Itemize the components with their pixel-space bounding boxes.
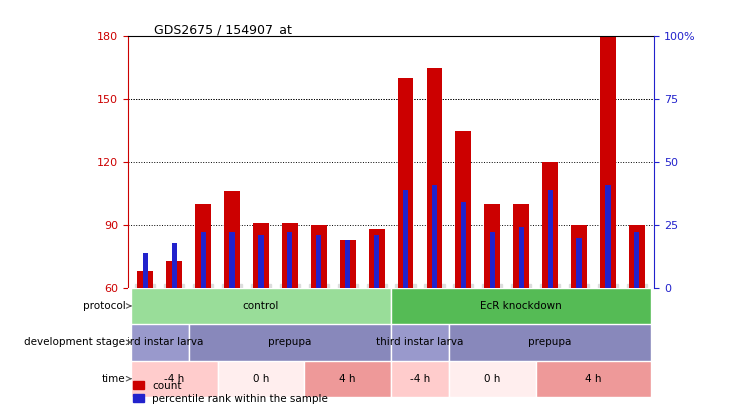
Bar [571, 225, 587, 288]
Bar [143, 253, 148, 288]
Bar [449, 360, 536, 397]
Bar [449, 324, 651, 360]
Text: prepupa: prepupa [268, 337, 311, 347]
Bar [391, 360, 449, 397]
Bar [131, 324, 189, 360]
Bar [629, 225, 645, 288]
Text: third instar larva: third instar larva [376, 337, 463, 347]
Text: -4 h: -4 h [410, 374, 430, 384]
Bar [605, 185, 610, 288]
Text: 0 h: 0 h [253, 374, 269, 384]
Bar [513, 204, 529, 288]
Text: GDS2675 / 154907_at: GDS2675 / 154907_at [154, 23, 292, 36]
Bar [461, 202, 466, 288]
Bar [282, 223, 298, 288]
Bar [317, 235, 322, 288]
Bar [218, 360, 304, 397]
Bar [345, 240, 350, 288]
Bar [137, 271, 154, 288]
Text: control: control [243, 301, 279, 311]
Bar [391, 288, 651, 324]
Bar [340, 240, 356, 288]
Bar [131, 288, 391, 324]
Text: development stage: development stage [24, 337, 125, 347]
Text: 0 h: 0 h [484, 374, 501, 384]
Text: 4 h: 4 h [339, 374, 356, 384]
Bar [432, 185, 437, 288]
Legend: count, percentile rank within the sample: count, percentile rank within the sample [133, 381, 327, 404]
Bar [304, 360, 391, 397]
Bar [368, 229, 385, 288]
Bar [253, 223, 269, 288]
Bar [426, 68, 442, 288]
Text: prepupa: prepupa [529, 337, 572, 347]
Bar [485, 204, 500, 288]
Bar [311, 225, 327, 288]
Bar [374, 235, 379, 288]
Text: 4 h: 4 h [586, 374, 602, 384]
Bar [398, 78, 414, 288]
Text: time: time [102, 374, 125, 384]
Bar [518, 228, 524, 288]
Bar [403, 190, 408, 288]
Bar [536, 360, 651, 397]
Bar [455, 131, 471, 288]
Bar [224, 192, 240, 288]
Bar [542, 162, 558, 288]
Bar [490, 232, 495, 288]
Bar [258, 235, 264, 288]
Bar [172, 243, 177, 288]
Text: -4 h: -4 h [164, 374, 184, 384]
Text: third instar larva: third instar larva [116, 337, 203, 347]
Bar [391, 324, 449, 360]
Bar [200, 232, 205, 288]
Text: protocol: protocol [83, 301, 125, 311]
Bar [287, 232, 292, 288]
Bar [635, 232, 640, 288]
Text: EcR knockdown: EcR knockdown [480, 301, 562, 311]
Bar [600, 36, 616, 288]
Bar [548, 190, 553, 288]
Bar [577, 237, 582, 288]
Bar [131, 360, 218, 397]
Bar [230, 232, 235, 288]
Bar [166, 260, 182, 288]
Bar [189, 324, 391, 360]
Bar [195, 204, 211, 288]
